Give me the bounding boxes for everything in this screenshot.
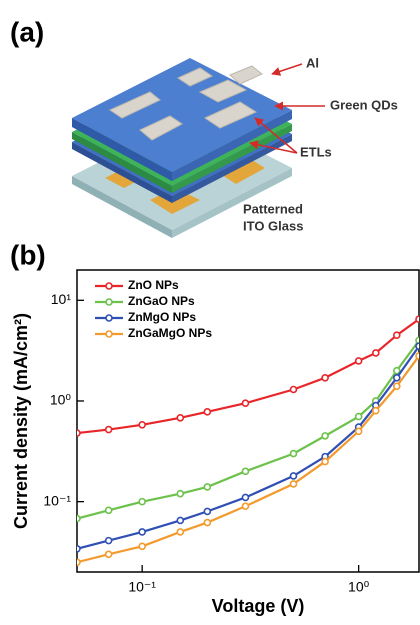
series-line [77, 345, 419, 550]
data-point [289, 385, 298, 394]
al-electrode [108, 91, 161, 119]
data-point [176, 489, 185, 498]
data-point [415, 342, 419, 350]
arrow [271, 63, 303, 76]
data-point [321, 373, 329, 382]
data-point [104, 506, 113, 515]
legend-label: ZnO NPs [128, 278, 179, 292]
data-point [241, 502, 250, 511]
data-point [241, 467, 250, 476]
data-point [203, 518, 212, 527]
data-point [176, 516, 185, 525]
data-point [241, 399, 250, 408]
layer-side [72, 142, 172, 203]
x-axis-label: Voltage (V) [212, 596, 305, 616]
data-point [371, 406, 380, 415]
legend-marker [105, 330, 113, 338]
data-point [138, 528, 146, 536]
chart: 10⁻¹ 10⁰ 10⁻¹ 10⁰ 10¹ Voltage (V) Current dens… [11, 269, 420, 616]
data-point [77, 558, 81, 567]
series [77, 336, 419, 523]
legend-marker [105, 298, 113, 306]
layer-label: ITO Glass [243, 218, 303, 233]
data-point [138, 420, 146, 429]
layer-side [72, 132, 172, 193]
layer-side [172, 168, 292, 238]
series-line [77, 339, 419, 520]
al-electrode [176, 67, 214, 87]
data-point [392, 331, 401, 340]
legend-marker [105, 282, 113, 290]
y-tick-label: 10⁰ [50, 392, 72, 408]
arrow [254, 117, 298, 154]
data-point [321, 432, 329, 440]
series-line [77, 355, 419, 564]
data-point [289, 449, 298, 458]
legend-label: ZnGaO NPs [128, 294, 195, 308]
data-point [289, 472, 298, 480]
data-point [241, 493, 250, 502]
legend-label: ZnMgO NPs [128, 310, 196, 324]
ito-pad [222, 160, 265, 184]
panel-label: (a) [10, 16, 44, 47]
layer-label: ETLs [300, 144, 332, 159]
layer-side [172, 124, 292, 193]
data-point [203, 507, 212, 516]
layer-side [72, 118, 172, 181]
data-point [415, 315, 419, 323]
layer-label: Green QDs [330, 97, 398, 112]
legend-label: ZnGaMgO NPs [128, 326, 212, 340]
data-point [392, 382, 401, 391]
series-line [77, 318, 419, 435]
series [77, 342, 419, 553]
data-point [354, 427, 363, 436]
data-point [138, 542, 146, 551]
data-point [77, 545, 81, 553]
y-tick-label: 10⁻¹ [43, 492, 71, 508]
data-point [138, 497, 146, 506]
data-point [77, 429, 81, 437]
data-point [203, 408, 212, 416]
panel-label: (b) [10, 239, 46, 270]
al-electrode [139, 115, 183, 141]
legend-marker [105, 314, 113, 322]
arrow [249, 140, 298, 154]
data-point [354, 357, 363, 365]
y-axis-label: Current density (mA/cm²) [11, 313, 31, 529]
data-point [354, 412, 363, 421]
layer-label: Al [306, 55, 319, 70]
data-point [104, 536, 113, 545]
data-point [392, 373, 401, 382]
al-electrode [198, 79, 248, 103]
series [77, 352, 419, 567]
x-tick-label: 10⁰ [348, 579, 370, 595]
series [77, 315, 419, 437]
y-tick-label: 10¹ [51, 291, 72, 307]
data-point [321, 457, 329, 466]
device-diagram [72, 58, 292, 238]
al-electrode [203, 101, 258, 129]
data-point [203, 483, 212, 491]
data-point [392, 366, 401, 375]
layer-side [172, 134, 292, 203]
data-point [176, 414, 185, 422]
data-point [415, 352, 419, 360]
data-point [104, 425, 113, 434]
layer-side [72, 176, 172, 238]
x-tick-label: 10⁻¹ [128, 579, 156, 595]
al-electrode [229, 65, 263, 85]
data-point [415, 336, 419, 345]
data-point [371, 349, 380, 357]
data-point [176, 528, 185, 536]
layer-side [172, 110, 292, 181]
data-point [289, 480, 298, 488]
data-point [77, 514, 81, 523]
plot-frame [76, 269, 420, 573]
data-point [104, 550, 113, 559]
layer-label: Patterned [243, 201, 303, 216]
